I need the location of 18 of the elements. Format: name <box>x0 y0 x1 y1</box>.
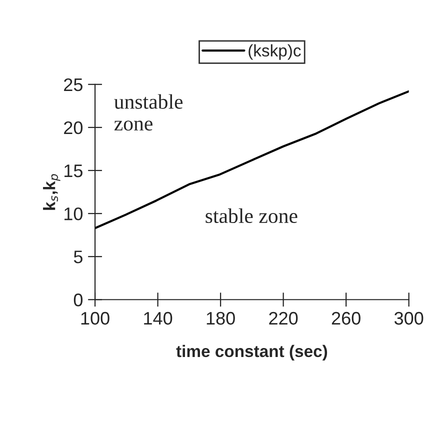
line-series <box>95 90 409 230</box>
y-axis-title: k$_{s}$,k$_{p}$ <box>43 174 60 210</box>
annotation: stable zone <box>206 208 298 224</box>
y-tick-label: 15 <box>64 164 82 178</box>
y-tick-label: 25 <box>64 78 82 92</box>
annotation: unstable zone <box>114 94 183 131</box>
y-tick-label: 20 <box>64 121 83 134</box>
y-tick-label: 0 <box>74 294 83 306</box>
x-tick-label: 260 <box>332 312 360 325</box>
x-tick-label: 220 <box>269 312 298 325</box>
y-tick-label: 5 <box>74 250 82 264</box>
x-tick-label: 300 <box>394 312 424 325</box>
x-tick-label: 100 <box>81 312 110 325</box>
legend-label: (kskp)c <box>248 44 301 60</box>
x-tick-label: 140 <box>144 312 172 325</box>
x-axis-title: time constant (sec) <box>176 344 328 360</box>
y-tick-label: 10 <box>64 207 83 220</box>
x-tick-label: 180 <box>206 312 235 325</box>
